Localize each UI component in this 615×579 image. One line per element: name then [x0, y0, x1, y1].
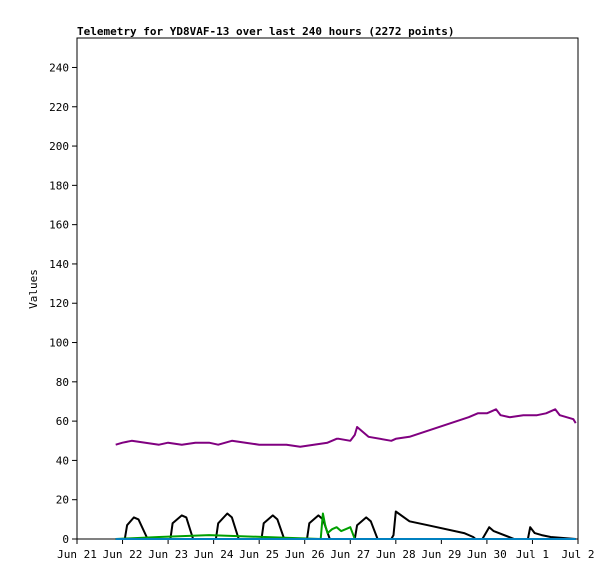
plot-area — [76, 37, 579, 540]
y-axis: 0 20 40 60 80 100 120 140 160 180 200 220 240 — [49, 61, 77, 546]
y-tick-label: 140 — [49, 258, 69, 271]
chart-title: Telemetry for YD8VAF-13 over last 240 ho… — [77, 25, 455, 38]
x-tick-label: Jun 25 — [239, 548, 279, 561]
x-axis: Jun 21 Jun 22 Jun 23 Jun 24 Jun 25 Jun 26 Jun … — [57, 539, 595, 561]
y-tick-label: 20 — [56, 494, 69, 507]
y-tick-label: 240 — [49, 61, 69, 74]
x-tick-label: Jul 1 — [516, 548, 549, 561]
y-axis-label: Values — [27, 269, 40, 309]
y-tick-label: 0 — [62, 533, 69, 546]
series-line — [115, 510, 576, 540]
x-tick-label: Jun 23 — [148, 548, 188, 561]
x-tick-label: Jun 29 — [421, 548, 461, 561]
series-line — [115, 408, 577, 448]
y-tick-label: 80 — [56, 376, 69, 389]
series-line — [115, 512, 574, 540]
series-layer — [115, 408, 577, 540]
y-tick-label: 60 — [56, 415, 69, 428]
y-tick-label: 100 — [49, 337, 69, 350]
x-tick-label: Jun 30 — [467, 548, 507, 561]
y-tick-label: 120 — [49, 297, 69, 310]
x-tick-label: Jul 2 — [561, 548, 594, 561]
x-tick-label: Jun 22 — [103, 548, 143, 561]
x-tick-label: Jun 24 — [194, 548, 234, 561]
x-tick-label: Jun 21 — [57, 548, 97, 561]
x-tick-label: Jun 28 — [376, 548, 416, 561]
y-tick-label: 180 — [49, 179, 69, 192]
y-tick-label: 160 — [49, 219, 69, 232]
y-tick-label: 200 — [49, 140, 69, 153]
x-tick-label: Jun 26 — [285, 548, 325, 561]
y-tick-label: 220 — [49, 101, 69, 114]
y-tick-label: 40 — [56, 454, 69, 467]
x-tick-label: Jun 27 — [330, 548, 370, 561]
